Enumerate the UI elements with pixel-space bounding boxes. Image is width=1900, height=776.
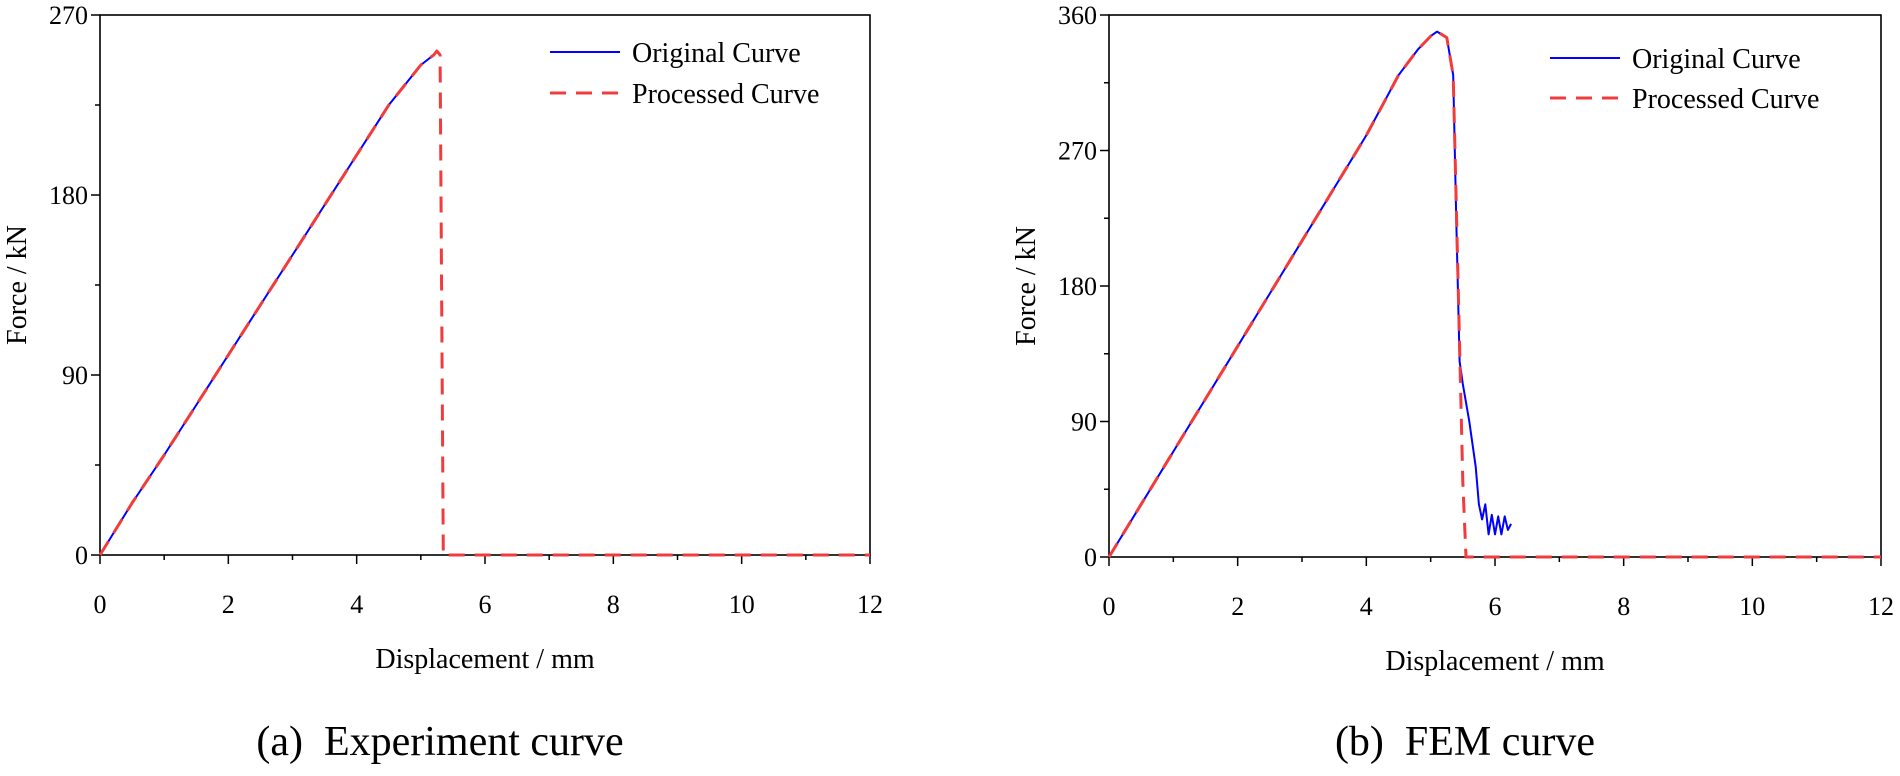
y-tick-label: 180 xyxy=(1058,272,1097,301)
y-tick-label: 90 xyxy=(62,361,88,390)
x-tick-label: 2 xyxy=(222,590,235,619)
series-line-original xyxy=(1108,30,1512,558)
y-tick-label: 90 xyxy=(1071,408,1097,437)
x-tick-label: 12 xyxy=(1868,592,1894,621)
legend-label-processed: Processed Curve xyxy=(1632,84,1819,115)
x-tick-label: 10 xyxy=(1739,592,1765,621)
series-line-processed xyxy=(98,49,870,557)
legend: Original Curve Processed Curve xyxy=(1550,44,1819,115)
panel-caption: (b) FEM curve xyxy=(1335,719,1595,765)
series-layer xyxy=(1107,30,1881,559)
chart-panel-b: 0 90 180 270 360 0 2 4 6 8 10 12 Displac… xyxy=(1011,1,1894,765)
x-tick-label: 6 xyxy=(479,590,492,619)
y-axis-title: Force / kN xyxy=(2,225,33,345)
x-axis-title: Displacement / mm xyxy=(1385,646,1605,677)
x-tick-label: 4 xyxy=(350,590,363,619)
y-tick-label: 0 xyxy=(75,541,88,570)
x-tick-label: 10 xyxy=(729,590,755,619)
y-tick-label: 180 xyxy=(49,181,88,210)
y-tick-label: 270 xyxy=(1058,137,1097,166)
x-axis-title: Displacement / mm xyxy=(375,644,595,675)
legend-label-original: Original Curve xyxy=(632,38,801,69)
chart-panel-a: 0 90 180 270 0 2 4 6 8 10 12 Displacemen… xyxy=(2,1,883,765)
x-tick-label: 6 xyxy=(1489,592,1502,621)
y-axis-title: Force / kN xyxy=(1011,226,1042,346)
legend-label-processed: Processed Curve xyxy=(632,79,819,110)
axis-ticks xyxy=(1100,14,1882,566)
x-tick-label: 2 xyxy=(1231,592,1244,621)
series-line-original xyxy=(99,50,438,556)
x-tick-label: 8 xyxy=(607,590,620,619)
x-tick-label: 4 xyxy=(1360,592,1373,621)
legend: Original Curve Processed Curve xyxy=(550,38,819,110)
x-tick-label: 12 xyxy=(857,590,883,619)
panel-caption: (a) Experiment curve xyxy=(256,719,623,765)
x-tick-label: 8 xyxy=(1617,592,1630,621)
series-line-processed xyxy=(1107,30,1881,559)
x-tick-label: 0 xyxy=(1103,592,1116,621)
y-tick-label: 360 xyxy=(1058,1,1097,30)
y-tick-label: 270 xyxy=(49,1,88,30)
x-tick-label: 0 xyxy=(94,590,107,619)
series-layer xyxy=(98,49,870,557)
y-tick-label: 0 xyxy=(1084,543,1097,572)
legend-label-original: Original Curve xyxy=(1632,44,1801,75)
